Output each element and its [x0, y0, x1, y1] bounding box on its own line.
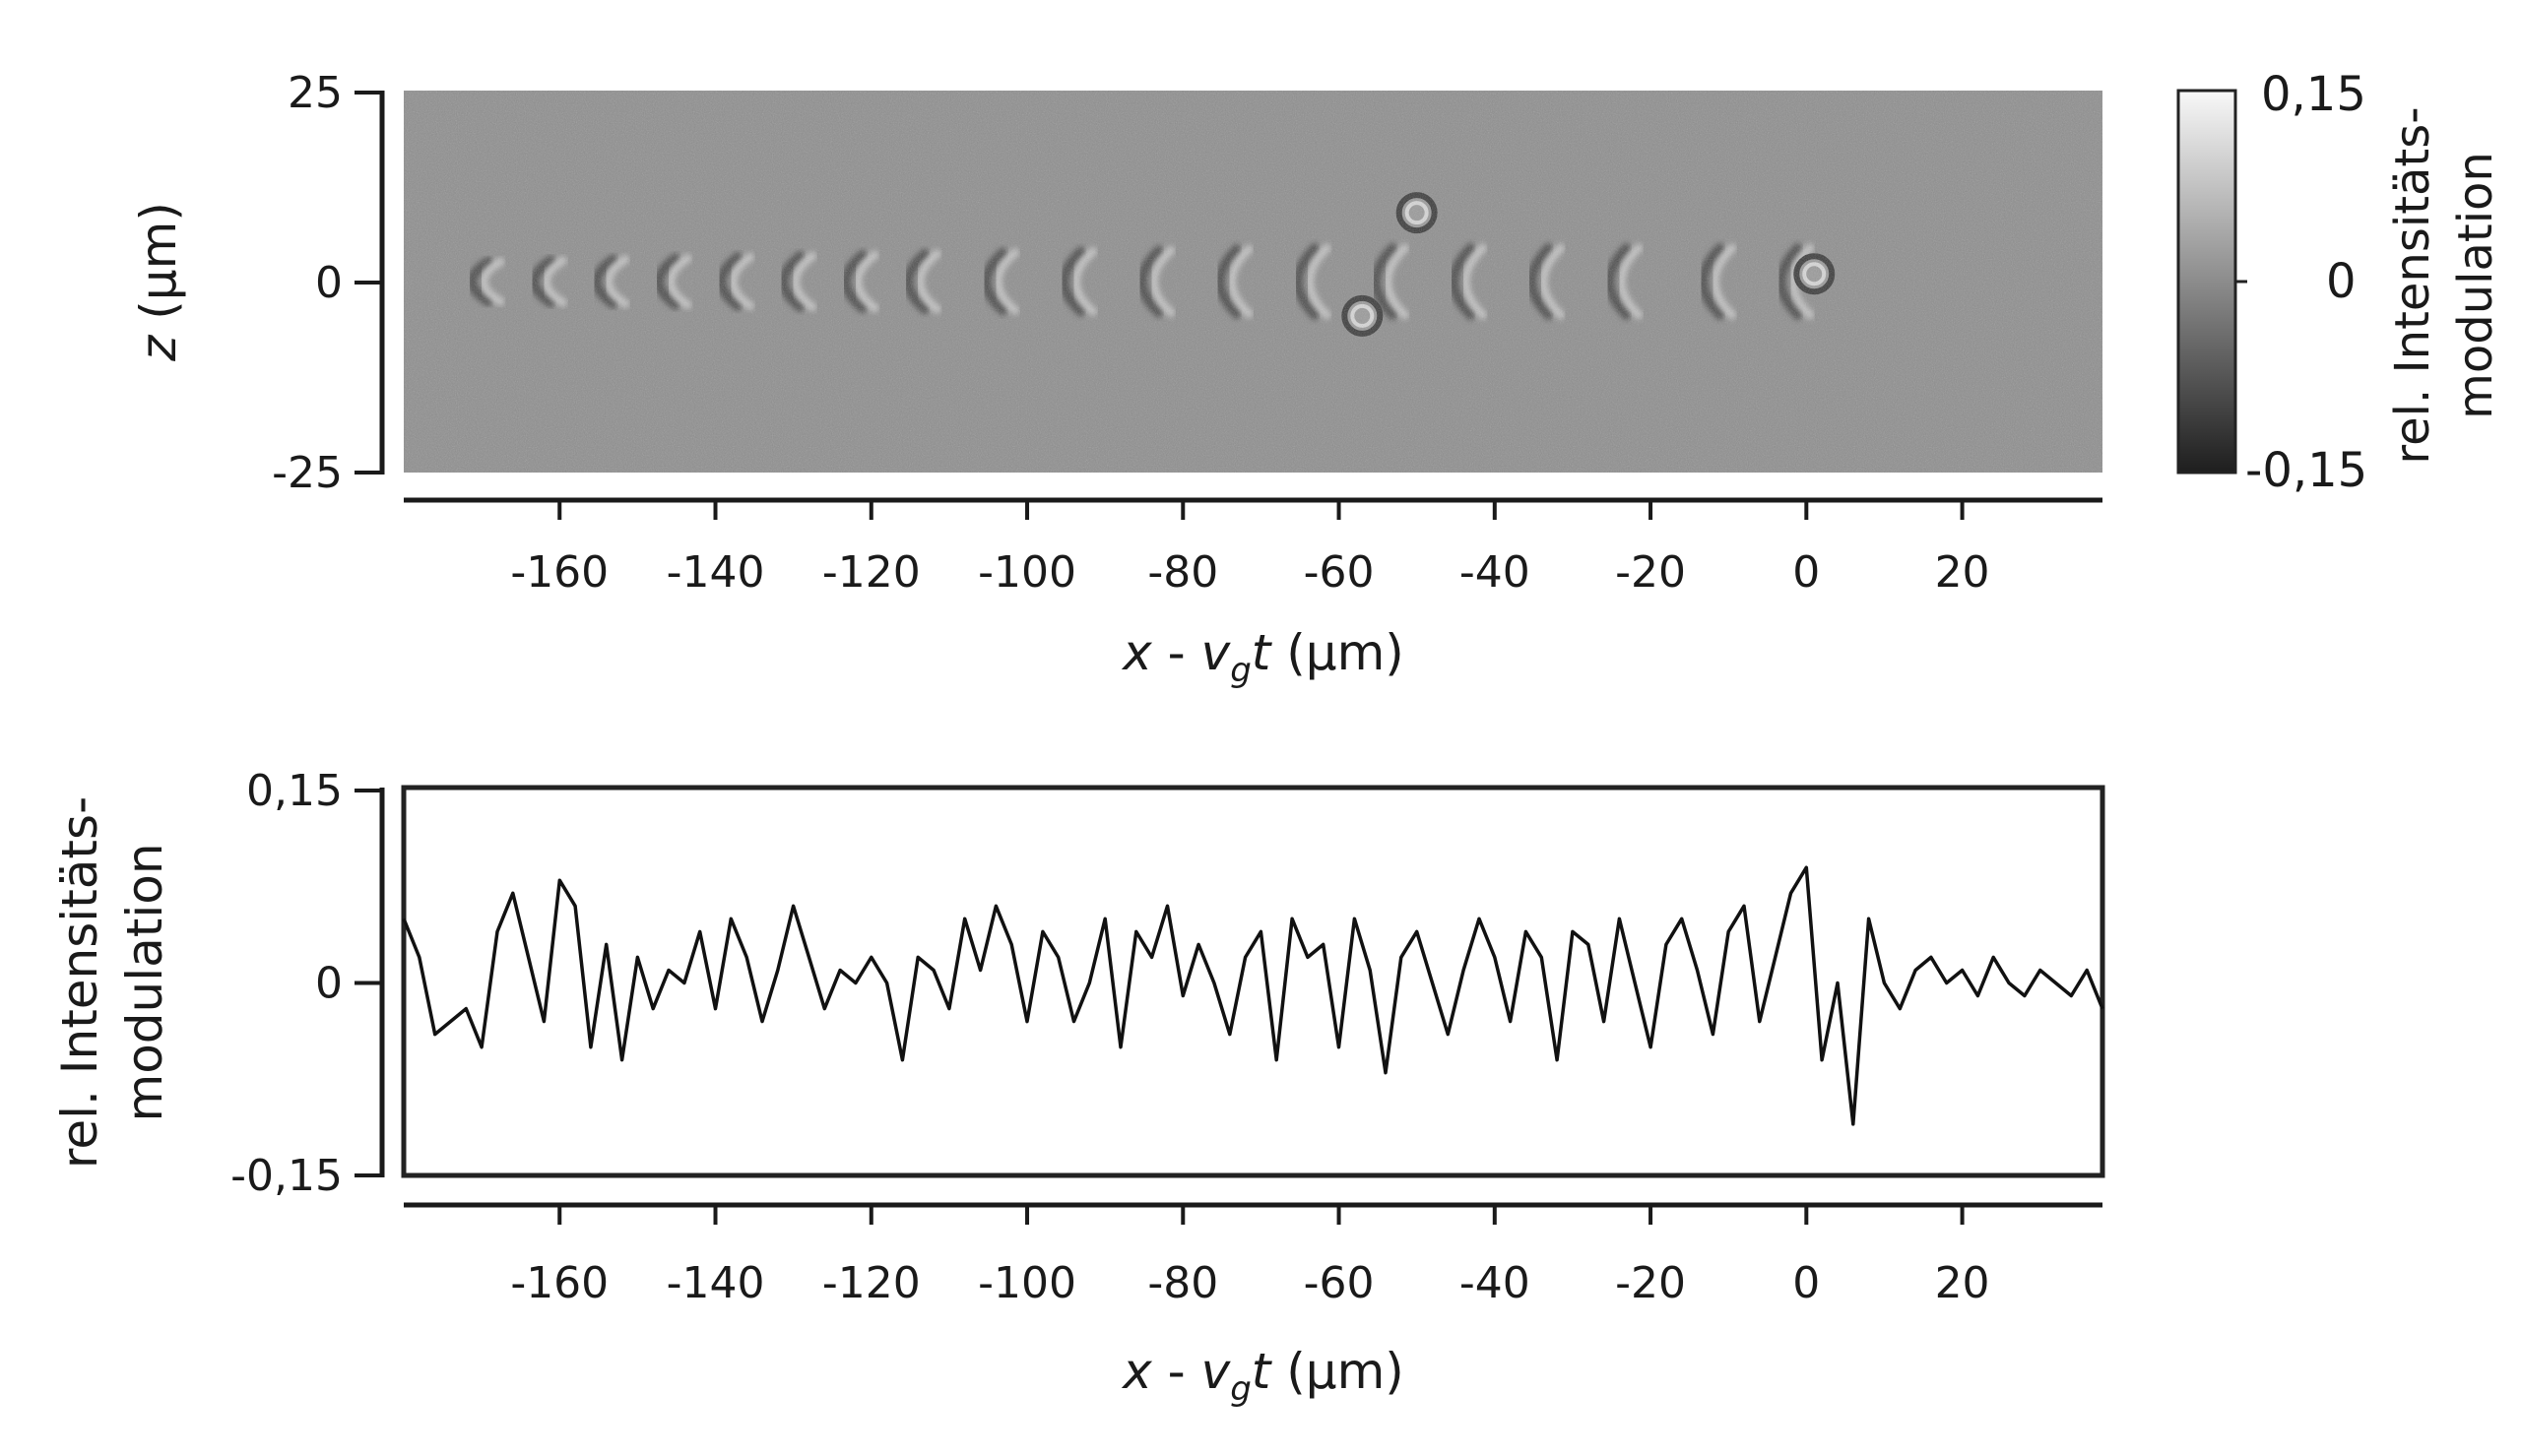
heatmap-x-ticks: -160 -140 -120 -100 -80 -60 -40 -20 0 20: [510, 500, 1990, 598]
heatmap-x-tick-label: -40: [1459, 547, 1530, 598]
profile-x-tick-label: -160: [510, 1258, 609, 1308]
profile-x-tick-label: -120: [822, 1258, 921, 1308]
profile-x-tick-label: -20: [1615, 1258, 1686, 1308]
profile-x-tick-label: 0: [1792, 1258, 1820, 1308]
heatmap-x-tick-label: 0: [1792, 547, 1820, 598]
heatmap-x-tick-label: 20: [1935, 547, 1990, 598]
heatmap-x-tick-label: -60: [1304, 547, 1375, 598]
heatmap-x-tick-label: -20: [1615, 547, 1686, 598]
heatmap-x-tick-label: -100: [978, 547, 1076, 598]
colorbar-label-line2: modulation: [2448, 152, 2503, 419]
profile-x-axis-title: x - vgt (µm): [1121, 1343, 1404, 1409]
profile-x-tick-label: -100: [978, 1258, 1076, 1308]
heatmap-y-tick-label: -25: [272, 448, 343, 498]
heatmap-image: [404, 91, 2102, 473]
profile-plot-frame: [401, 785, 2105, 1178]
heatmap-x-tick-label: -120: [822, 547, 921, 598]
heatmap-x-axis-title: x - vgt (µm): [1121, 624, 1404, 690]
profile-series-line: [402, 865, 2104, 1126]
profile-x-tick-label: -80: [1147, 1258, 1218, 1308]
profile-y-tick-label: -0,15: [230, 1151, 343, 1201]
profile-panel: 0,150-0,15 rel. Intensitäts- modulation …: [51, 766, 2105, 1409]
colorbar-tick-mid: 0: [2326, 254, 2357, 309]
colorbar-label-line1: rel. Intensitäts-: [2385, 106, 2440, 464]
heatmap-x-tick-label: -160: [510, 547, 609, 598]
heatmap-x-tick-label: -80: [1147, 547, 1218, 598]
heatmap-y-tick-label: 0: [315, 258, 343, 308]
colorbar-tick-low: -0,15: [2245, 443, 2367, 498]
profile-x-tick-label: -40: [1459, 1258, 1530, 1308]
profile-x-ticks: -160 -140 -120 -100 -80 -60 -40 -20 0 20: [510, 1205, 1990, 1308]
heatmap-y-tick-label: 25: [288, 68, 343, 118]
heatmap-panel: 250-25 z (µm) -160 -140 -120 -100 -80 -60 -40-…: [130, 67, 2503, 690]
heatmap-y-axis-title: z (µm): [130, 202, 187, 362]
heatmap-noise: [404, 91, 2102, 473]
profile-x-tick-label: 20: [1935, 1258, 1990, 1308]
heatmap-x-tick-label: -140: [667, 547, 765, 598]
colorbar-gradient: [2176, 89, 2237, 475]
profile-y-ticks: 0,15 0 -0,15: [230, 766, 382, 1201]
colorbar: 0,15 0 -0,15 rel. Intensitäts- modulatio…: [2176, 67, 2503, 498]
colorbar-tick-high: 0,15: [2261, 67, 2366, 122]
profile-y-tick-label: 0,15: [246, 766, 343, 816]
profile-y-axis-title-line2: modulation: [116, 843, 173, 1121]
profile-y-axis-title-line1: rel. Intensitäts-: [51, 796, 108, 1169]
heatmap-y-ticks: 25 0 -25: [272, 68, 382, 498]
profile-y-tick-label: 0: [315, 959, 343, 1009]
profile-x-tick-label: -140: [667, 1258, 765, 1308]
profile-x-tick-label: -60: [1304, 1258, 1375, 1308]
